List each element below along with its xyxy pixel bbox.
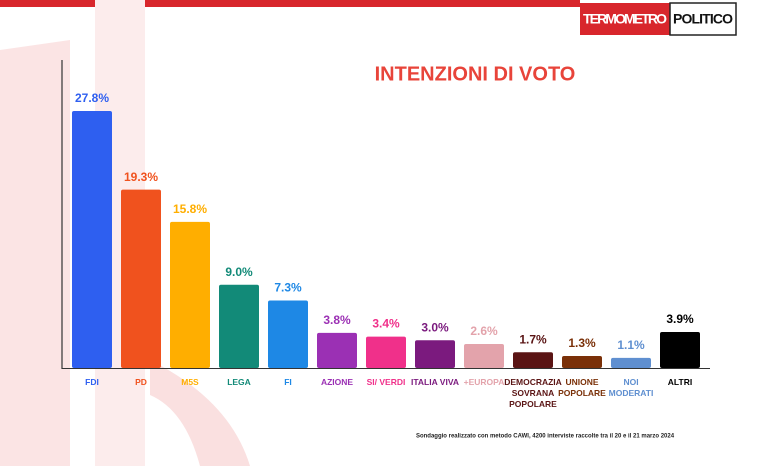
decor: [150, 360, 250, 466]
value-label: 3.9%: [666, 312, 694, 326]
bar: [219, 284, 259, 368]
value-label: 9.0%: [225, 265, 253, 279]
x-tick-label: AZIONE: [320, 377, 354, 387]
value-label: 1.7%: [519, 332, 547, 346]
value-label: 3.8%: [323, 313, 351, 327]
value-label: 7.3%: [274, 281, 302, 295]
x-tick-label: UNIONE POPOLARE: [558, 377, 606, 398]
chart-title: INTENZIONI DI VOTO: [375, 63, 576, 85]
bar: [268, 300, 308, 368]
bar: [562, 355, 602, 368]
logo-left: TERMOMETRO: [583, 11, 667, 27]
value-label: 1.1%: [617, 338, 645, 352]
bar: [464, 343, 504, 368]
logo-right: POLITICO: [673, 11, 733, 27]
x-tick-label: ITALIA VIVA: [410, 377, 459, 387]
bar: [660, 331, 700, 368]
value-label: 1.3%: [568, 336, 596, 350]
logo-left-bg: [580, 3, 670, 35]
value-label: 2.6%: [470, 324, 498, 338]
x-tick-label: DEMOCRAZIA SOVRANA POPOLARE: [504, 377, 562, 409]
bar: [170, 221, 210, 368]
value-label: 3.0%: [421, 320, 449, 334]
value-label: 3.4%: [372, 317, 400, 331]
x-tick-label: ALTRI: [667, 377, 693, 387]
value-label: 15.8%: [173, 202, 207, 216]
x-tick-label: FDI: [85, 377, 99, 387]
bar: [611, 357, 651, 368]
top-stripe: [0, 0, 580, 7]
bar: [366, 336, 406, 368]
x-tick-label: SI/ VERDI: [366, 377, 406, 387]
bar: [72, 111, 112, 368]
decor: [0, 40, 70, 466]
value-label: 19.3%: [124, 170, 158, 184]
x-tick-label: M5S: [181, 377, 199, 387]
bar: [513, 352, 553, 368]
footnote: Sondaggio realizzato con metodo CAWI, 42…: [416, 434, 675, 440]
x-tick-label: LEGA: [227, 377, 251, 387]
bar: [415, 340, 455, 368]
x-tick-label: PD: [135, 377, 147, 387]
bar: [121, 189, 161, 368]
value-label: 27.8%: [75, 91, 109, 105]
logo-right-bg: [669, 2, 737, 36]
x-tick-label: NOI MODERATI: [608, 377, 654, 398]
bar: [317, 332, 357, 368]
x-tick-label: FI: [284, 377, 292, 387]
x-tick-label: +EUROPA: [463, 377, 505, 387]
